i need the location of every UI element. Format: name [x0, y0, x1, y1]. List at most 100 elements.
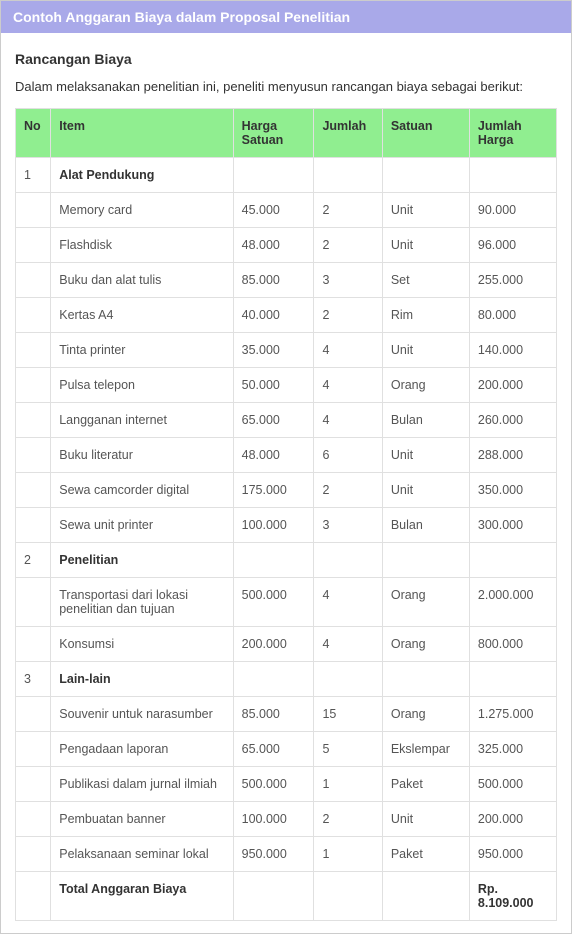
table-cell [16, 473, 51, 508]
table-row: Transportasi dari lokasi penelitian dan … [16, 578, 557, 627]
table-cell: Penelitian [51, 543, 233, 578]
table-cell [469, 662, 556, 697]
table-cell: 1 [314, 767, 382, 802]
table-cell: 15 [314, 697, 382, 732]
table-cell [469, 543, 556, 578]
table-cell: 48.000 [233, 438, 314, 473]
table-cell: 350.000 [469, 473, 556, 508]
table-row: Konsumsi200.0004Orang800.000 [16, 627, 557, 662]
table-cell: Unit [382, 333, 469, 368]
table-row: Buku dan alat tulis85.0003Set255.000 [16, 263, 557, 298]
table-cell: 288.000 [469, 438, 556, 473]
table-cell: 85.000 [233, 697, 314, 732]
table-cell [233, 662, 314, 697]
table-cell: Unit [382, 193, 469, 228]
table-cell [16, 333, 51, 368]
table-cell: 65.000 [233, 732, 314, 767]
page-header: Contoh Anggaran Biaya dalam Proposal Pen… [1, 1, 571, 33]
col-no: No [16, 109, 51, 158]
table-body: 1Alat PendukungMemory card45.0002Unit90.… [16, 158, 557, 921]
col-satuan: Satuan [382, 109, 469, 158]
table-cell [382, 662, 469, 697]
table-cell [16, 228, 51, 263]
table-cell: Souvenir untuk narasumber [51, 697, 233, 732]
table-cell: Transportasi dari lokasi penelitian dan … [51, 578, 233, 627]
table-cell [382, 158, 469, 193]
table-cell: 3 [314, 508, 382, 543]
table-cell [16, 578, 51, 627]
table-cell [382, 872, 469, 921]
table-row: Flashdisk48.0002Unit96.000 [16, 228, 557, 263]
intro-text: Dalam melaksanakan penelitian ini, penel… [15, 79, 557, 94]
table-cell: Pengadaan laporan [51, 732, 233, 767]
table-cell: Sewa unit printer [51, 508, 233, 543]
table-cell: Tinta printer [51, 333, 233, 368]
table-cell [16, 403, 51, 438]
table-cell: Pembuatan banner [51, 802, 233, 837]
table-cell [16, 732, 51, 767]
table-row: 3Lain-lain [16, 662, 557, 697]
table-cell: Unit [382, 473, 469, 508]
table-cell [16, 298, 51, 333]
table-cell: 45.000 [233, 193, 314, 228]
table-cell [16, 697, 51, 732]
table-cell: Buku dan alat tulis [51, 263, 233, 298]
table-cell: Unit [382, 228, 469, 263]
table-cell: 90.000 [469, 193, 556, 228]
table-cell [16, 438, 51, 473]
table-cell: 325.000 [469, 732, 556, 767]
table-header-row: No Item Harga Satuan Jumlah Satuan Jumla… [16, 109, 557, 158]
table-cell: 3 [16, 662, 51, 697]
table-cell: 35.000 [233, 333, 314, 368]
table-cell: Set [382, 263, 469, 298]
table-cell [314, 662, 382, 697]
table-cell: 300.000 [469, 508, 556, 543]
table-cell [16, 802, 51, 837]
table-cell: Total Anggaran Biaya [51, 872, 233, 921]
table-cell: 200.000 [233, 627, 314, 662]
table-row: Sewa unit printer100.0003Bulan300.000 [16, 508, 557, 543]
table-cell: 2 [314, 298, 382, 333]
table-row: Langganan internet65.0004Bulan260.000 [16, 403, 557, 438]
table-cell [16, 872, 51, 921]
table-cell: 100.000 [233, 508, 314, 543]
table-row: Kertas A440.0002Rim80.000 [16, 298, 557, 333]
table-row: Tinta printer35.0004Unit140.000 [16, 333, 557, 368]
table-cell: 950.000 [233, 837, 314, 872]
table-cell: Lain-lain [51, 662, 233, 697]
table-cell: 175.000 [233, 473, 314, 508]
table-cell: 255.000 [469, 263, 556, 298]
table-cell: 100.000 [233, 802, 314, 837]
table-cell [233, 158, 314, 193]
table-cell [16, 627, 51, 662]
table-row: Pelaksanaan seminar lokal950.0001Paket95… [16, 837, 557, 872]
table-cell: 4 [314, 368, 382, 403]
table-cell: Orang [382, 627, 469, 662]
table-cell [233, 543, 314, 578]
budget-table: No Item Harga Satuan Jumlah Satuan Jumla… [15, 108, 557, 921]
table-cell: 3 [314, 263, 382, 298]
col-total: Jumlah Harga [469, 109, 556, 158]
table-cell: Bulan [382, 403, 469, 438]
table-cell: 800.000 [469, 627, 556, 662]
table-cell: Memory card [51, 193, 233, 228]
table-cell: 40.000 [233, 298, 314, 333]
table-row: Publikasi dalam jurnal ilmiah500.0001Pak… [16, 767, 557, 802]
table-row: Total Anggaran Biaya Rp. 8.109.000 [16, 872, 557, 921]
page-content: Rancangan Biaya Dalam melaksanakan penel… [1, 33, 571, 933]
table-cell: Unit [382, 438, 469, 473]
table-cell: Pulsa telepon [51, 368, 233, 403]
table-cell: 96.000 [469, 228, 556, 263]
table-cell: 500.000 [469, 767, 556, 802]
table-cell: Rp. 8.109.000 [469, 872, 556, 921]
table-cell: 140.000 [469, 333, 556, 368]
table-cell: Rim [382, 298, 469, 333]
table-cell [16, 767, 51, 802]
table-row: Pembuatan banner100.0002Unit200.000 [16, 802, 557, 837]
table-cell: 500.000 [233, 578, 314, 627]
table-cell: Langganan internet [51, 403, 233, 438]
table-cell [233, 872, 314, 921]
table-row: Memory card45.0002Unit90.000 [16, 193, 557, 228]
table-row: 1Alat Pendukung [16, 158, 557, 193]
table-cell: Unit [382, 802, 469, 837]
